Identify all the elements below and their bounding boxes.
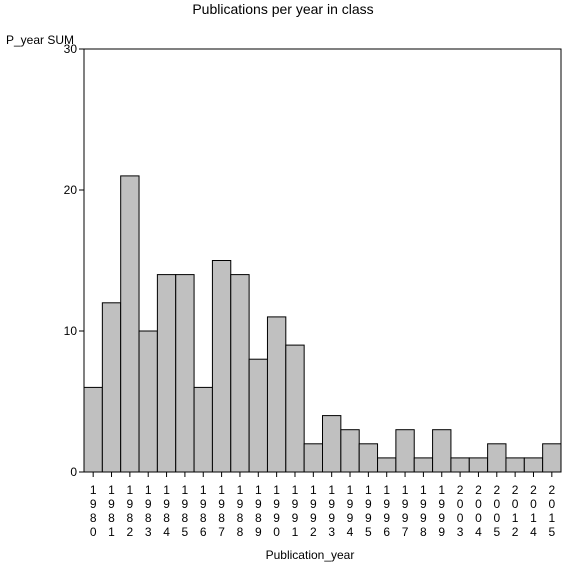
x-axis-label: Publication_year [266, 548, 355, 562]
bar-1988 [230, 274, 250, 473]
bar-1981 [101, 302, 122, 473]
bar-1980 [83, 386, 103, 473]
bar-1982 [120, 175, 140, 473]
bar-1983 [138, 330, 158, 473]
bar-1995 [358, 443, 379, 473]
y-axis: 0 10 20 30 [64, 42, 84, 479]
bar-1987 [211, 260, 232, 473]
y-tick-label: 10 [64, 324, 78, 338]
bars-group [83, 175, 562, 473]
bar-1990 [266, 316, 287, 473]
bar-2012 [505, 457, 525, 473]
y-axis-label: P_year SUM [6, 33, 74, 47]
bar-1998 [413, 457, 434, 473]
plot-frame [83, 48, 562, 473]
chart-title: Publications per year in class [192, 1, 373, 17]
bar-1997 [395, 429, 415, 473]
x-axis: 1 9 8 0 1 9 8 1 1 9 8 2 1 9 8 3 1 9 8 4 1 9 8 5 1 9 8 6 1 9 8 7 1 9 8 8 1 9 8 9… [90, 472, 555, 539]
y-tick-label: 0 [70, 465, 77, 479]
bar-2005 [487, 443, 507, 473]
bar-1993 [322, 415, 342, 473]
bar-2014 [523, 457, 544, 473]
bar-1989 [248, 358, 268, 473]
bar-2003 [450, 457, 470, 473]
bar-1985 [175, 274, 195, 473]
bar-1994 [340, 429, 360, 473]
bar-1984 [156, 274, 177, 473]
y-tick-label: 30 [64, 42, 78, 56]
bar-2015 [542, 443, 562, 473]
bar-2004 [468, 457, 489, 473]
bar-1999 [432, 429, 452, 473]
bar-1996 [377, 457, 397, 473]
bar-1991 [285, 344, 305, 473]
y-tick-label: 20 [64, 183, 78, 197]
bar-1986 [193, 386, 213, 473]
bar-1992 [303, 443, 323, 473]
